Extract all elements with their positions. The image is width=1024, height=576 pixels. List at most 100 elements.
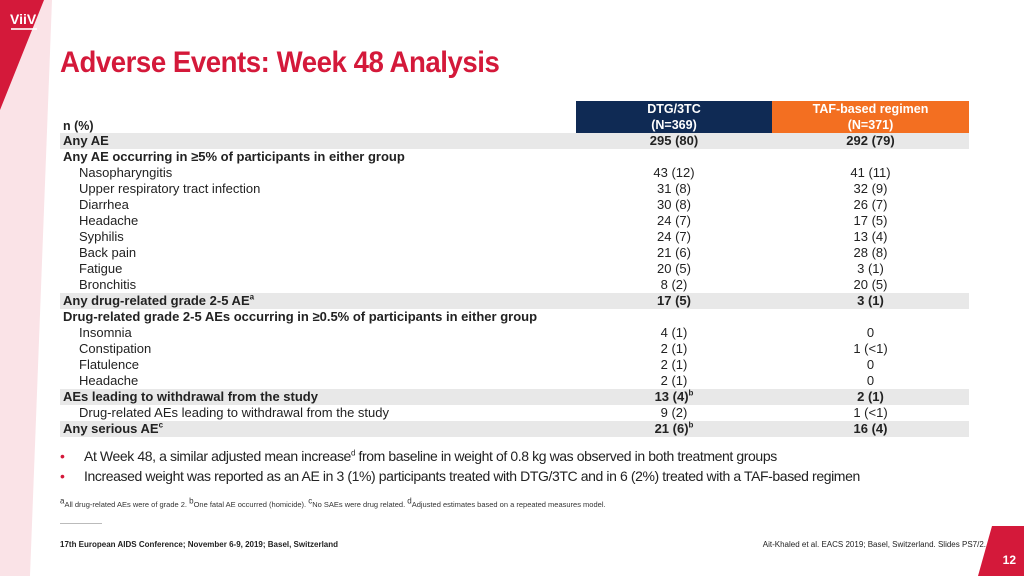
taf-value: 3 (1) <box>857 293 884 308</box>
dtg-3tc-value: 17 (5) <box>657 293 691 308</box>
row-label: Headache <box>79 373 139 388</box>
row-label-text: Any serious AE <box>63 421 159 436</box>
row-label: Drug-related AEs leading to withdrawal f… <box>79 405 389 420</box>
dtg-3tc-value: 2 (1) <box>660 373 688 388</box>
taf-value: 26 (7) <box>853 197 888 212</box>
footnote-marker: b <box>688 420 694 430</box>
footnote-marker: c <box>158 420 164 430</box>
row-label: Diarrhea <box>79 197 129 212</box>
column-header-n: n (%) <box>63 119 94 133</box>
row-label-text: Any drug-related grade 2-5 AE <box>63 293 250 308</box>
conference-footer: 17th European AIDS Conference; November … <box>60 540 339 549</box>
dtg-3tc-value: 24 (7) <box>657 229 691 244</box>
viiv-logo: ViiV <box>8 8 44 36</box>
table-row: Back pain 21 (6) 28 (8) <box>60 245 969 261</box>
bullet-text-start: At Week 48, a similar adjusted mean incr… <box>84 448 351 464</box>
bullet-text: At Week 48, a similar adjusted mean incr… <box>84 446 777 466</box>
table-row: Nasopharyngitis 43 (12) 41 (11) <box>60 165 969 181</box>
row-label: Bronchitis <box>79 277 137 292</box>
taf-value: 0 <box>866 325 875 340</box>
table-header: n (%) DTG/3TC (N=369) TAF-based regimen … <box>60 101 969 133</box>
table-row: Insomnia 4 (1) 0 <box>60 325 969 341</box>
table-row: Constipation 2 (1) 1 (<1) <box>60 341 969 357</box>
reference-citation: Ait-Khaled et al. EACS 2019; Basel, Swit… <box>762 540 986 549</box>
footnote-marker: d <box>407 496 412 506</box>
footnote-marker: b <box>688 388 694 398</box>
taf-value: 1 (<1) <box>853 405 888 420</box>
row-label: Any drug-related grade 2-5 AEa <box>63 293 254 309</box>
svg-text:ViiV: ViiV <box>10 11 37 27</box>
row-label: Any AE occurring in ≥5% of participants … <box>63 149 405 164</box>
dtg-3tc-value: 295 (80) <box>649 133 699 148</box>
row-label: Any serious AEc <box>63 421 163 437</box>
adverse-events-table: n (%) DTG/3TC (N=369) TAF-based regimen … <box>60 101 969 437</box>
table-row: Fatigue 20 (5) 3 (1) <box>60 261 969 277</box>
footnote-c: No SAEs were drug related. <box>312 500 408 509</box>
table-row: Any serious AEc 21 (6)b 16 (4) <box>60 421 969 437</box>
taf-value: 1 (<1) <box>853 341 888 356</box>
row-label: Any AE <box>63 133 109 148</box>
footnote-a: All drug-related AEs were of grade 2. <box>64 500 190 509</box>
dtg-3tc-value: 13 (4)b <box>576 389 772 405</box>
taf-regimen-name: TAF-based regimen <box>812 102 929 116</box>
footnote-marker: d <box>350 448 356 458</box>
value-text: 13 (4) <box>654 389 689 404</box>
taf-value: 32 (9) <box>853 181 888 196</box>
dtg-3tc-value: 43 (12) <box>653 165 695 180</box>
bullet-marker: • <box>60 468 65 484</box>
table-row: Syphilis 24 (7) 13 (4) <box>60 229 969 245</box>
taf-value: 20 (5) <box>853 277 888 292</box>
column-header-dtg-3tc: DTG/3TC (N=369) <box>576 101 772 133</box>
footnote-marker: a <box>249 292 255 302</box>
footer-divider <box>60 523 102 524</box>
footnote-d: Adjusted estimates based on a repeated m… <box>411 500 606 509</box>
taf-value: 28 (8) <box>853 245 888 260</box>
dtg-3tc-name: DTG/3TC <box>647 102 701 116</box>
footnotes: aAll drug-related AEs were of grade 2. b… <box>60 496 606 509</box>
left-accent-rail <box>0 0 52 576</box>
table-row: AEs leading to withdrawal from the study… <box>60 389 969 405</box>
dtg-3tc-value: 21 (6)b <box>576 421 772 437</box>
dtg-3tc-value: 9 (2) <box>660 405 688 420</box>
taf-value: 13 (4) <box>853 229 888 244</box>
page-number: 12 <box>1002 553 1016 567</box>
table-row: Drug-related grade 2-5 AEs occurring in … <box>60 309 969 325</box>
bullet-text: Increased weight was reported as an AE i… <box>84 468 860 484</box>
table-row: Flatulence 2 (1) 0 <box>60 357 969 373</box>
taf-value: 17 (5) <box>853 213 888 228</box>
slide-title: Adverse Events: Week 48 Analysis <box>60 46 500 79</box>
taf-regimen-n: (N=371) <box>847 118 894 132</box>
table-row: Drug-related AEs leading to withdrawal f… <box>60 405 969 421</box>
table-row: Bronchitis 8 (2) 20 (5) <box>60 277 969 293</box>
row-label: Nasopharyngitis <box>79 165 173 180</box>
footnote-marker: c <box>308 496 313 506</box>
taf-value: 0 <box>866 357 875 372</box>
dtg-3tc-value: 8 (2) <box>660 277 688 292</box>
table-row: Diarrhea 30 (8) 26 (7) <box>60 197 969 213</box>
row-label: Upper respiratory tract infection <box>79 181 261 196</box>
dtg-3tc-value: 30 (8) <box>657 197 691 212</box>
footnote-marker: b <box>189 496 194 506</box>
table-row: Headache 24 (7) 17 (5) <box>60 213 969 229</box>
table-row: Headache 2 (1) 0 <box>60 373 969 389</box>
taf-value: 2 (1) <box>857 389 884 404</box>
value-text: 21 (6) <box>654 421 689 436</box>
row-label: Syphilis <box>79 229 124 244</box>
dtg-3tc-value: 4 (1) <box>660 325 688 340</box>
table-row: Any AE occurring in ≥5% of participants … <box>60 149 969 165</box>
taf-value: 292 (79) <box>846 133 895 148</box>
bullet-marker: • <box>60 448 65 464</box>
footnote-marker: a <box>60 496 65 506</box>
dtg-3tc-value: 2 (1) <box>660 341 688 356</box>
taf-value: 3 (1) <box>857 261 884 276</box>
dtg-3tc-n: (N=369) <box>651 118 697 132</box>
dtg-3tc-value: 21 (6) <box>657 245 691 260</box>
taf-value: 0 <box>866 373 875 388</box>
row-label: Drug-related grade 2-5 AEs occurring in … <box>63 309 538 324</box>
dtg-3tc-value: 24 (7) <box>657 213 691 228</box>
row-label: Headache <box>79 213 139 228</box>
page-number-badge <box>978 526 1024 576</box>
dtg-3tc-value: 20 (5) <box>657 261 691 276</box>
taf-value: 41 (11) <box>850 165 891 180</box>
row-label: Insomnia <box>79 325 132 340</box>
